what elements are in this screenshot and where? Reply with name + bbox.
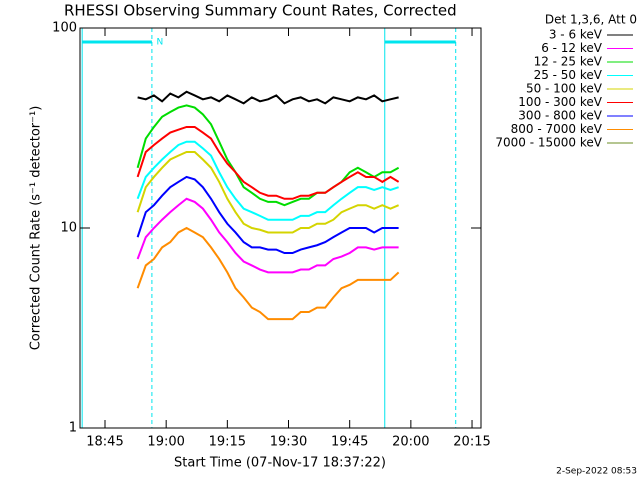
legend-label: 50 - 100 keV [526,82,603,96]
series-line [137,90,399,105]
legend-label: 6 - 12 keV [541,41,603,55]
y-tick-label: 100 [52,21,77,36]
legend-label: 100 - 300 keV [518,95,602,109]
legend-label: 300 - 800 keV [518,109,602,123]
series-line [136,140,399,221]
x-tick-label: 18:45 [86,435,123,450]
series-line [136,226,400,321]
legend-label: 25 - 50 keV [534,68,603,82]
series-line [136,104,400,207]
y-tick-label: 1 [69,421,77,436]
night-label: N [157,38,164,48]
x-tick-label: 20:15 [453,435,490,450]
y-axis-label: Corrected Count Rate (s⁻¹ detector⁻¹) [29,106,44,351]
series-line [136,175,399,254]
chart-title: RHESSI Observing Summary Count Rates, Co… [64,2,457,20]
series-line [136,150,400,234]
legend-label: 7000 - 15000 keV [495,136,602,150]
y-tick-label: 10 [60,221,77,236]
legend-label: 12 - 25 keV [534,55,603,69]
legend-label: 800 - 7000 keV [511,122,603,136]
x-tick-label: 19:45 [331,435,368,450]
legend-title: Det 1,3,6, Att 0 [545,13,637,27]
x-tick-label: 19:15 [209,435,246,450]
legend-label: 3 - 6 keV [549,28,603,42]
x-tick-label: 19:30 [270,435,307,450]
x-tick-label: 20:00 [392,435,429,450]
footer: 2-Sep-2022 08:53 [556,467,637,477]
x-tick-label: 19:00 [147,435,184,450]
series-line [136,197,399,274]
x-axis-label: Start Time (07-Nov-17 18:37:22) [174,456,386,471]
series-line [136,125,400,200]
